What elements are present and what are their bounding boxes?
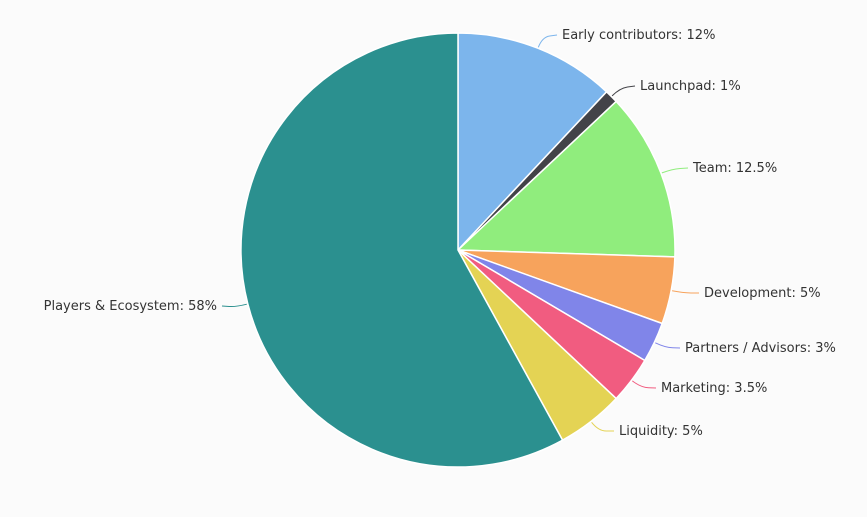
connector-launchpad (611, 85, 636, 97)
connector-team (661, 167, 689, 174)
slices-layer (240, 32, 676, 468)
pie-slice-team[interactable] (457, 100, 676, 258)
slice-label-partners-advisors: Partners / Advisors: 3% (685, 341, 836, 356)
slice-label-marketing: Marketing: 3.5% (661, 381, 767, 396)
pie-slice-players-ecosystem[interactable] (240, 32, 564, 468)
connector-players-ecosystem (221, 303, 247, 308)
slice-label-liquidity: Liquidity: 5% (619, 424, 703, 439)
labels-layer: Early contributors: 12% Launchpad: 1% Team… (44, 28, 836, 439)
connector-early-contributors (537, 34, 558, 48)
slice-label-development: Development: 5% (704, 286, 821, 301)
connector-partners-advisors (655, 342, 681, 349)
slice-label-players-ecosystem: Players & Ecosystem: 58% (44, 299, 217, 314)
slice-label-team: Team: 12.5% (692, 161, 777, 176)
pie-slice-early-contributors[interactable] (457, 32, 608, 251)
slice-label-early-contributors: Early contributors: 12% (562, 28, 715, 43)
connector-marketing (632, 380, 657, 389)
connector-liquidity (591, 421, 614, 432)
connector-development (672, 290, 699, 294)
connectors-layer (221, 34, 699, 432)
slice-label-launchpad: Launchpad: 1% (640, 79, 741, 94)
